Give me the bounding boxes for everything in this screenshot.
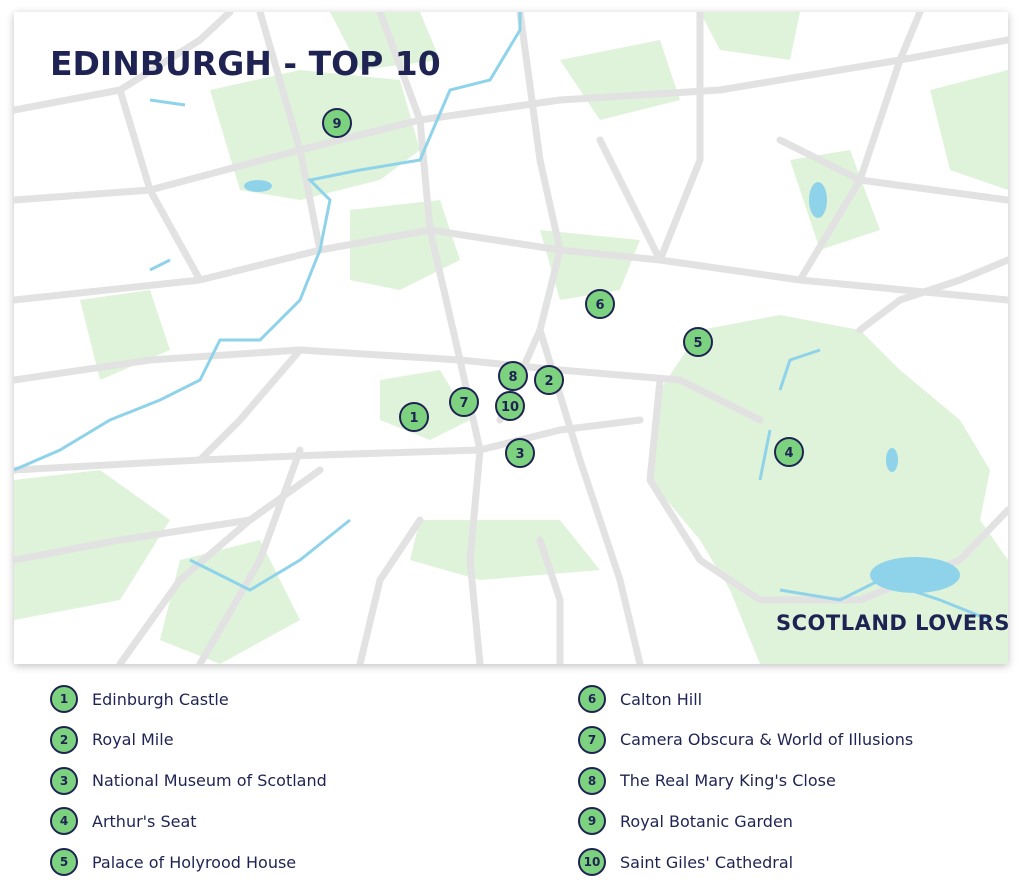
legend-item: 7 Camera Obscura & World of Illusions [578, 724, 913, 756]
map-marker-7[interactable]: 7 [449, 387, 479, 417]
legend-item: 5 Palace of Holyrood House [50, 846, 296, 878]
marker-number: 8 [508, 370, 517, 385]
legend-item: 4 Arthur's Seat [50, 805, 197, 837]
legend-label: Arthur's Seat [92, 811, 197, 831]
map-title: EDINBURGH - TOP 10 [50, 44, 441, 83]
legend-number-badge: 6 [578, 685, 606, 713]
city-map[interactable]: 1 2 3 4 5 6 7 8 9 10 [0, 0, 1024, 680]
legend-number-badge: 9 [578, 807, 606, 836]
marker-number: 5 [693, 336, 702, 351]
map-marker-4[interactable]: 4 [774, 437, 804, 467]
legend-item: 3 National Museum of Scotland [50, 765, 327, 797]
map-marker-5[interactable]: 5 [683, 327, 713, 357]
marker-number: 7 [459, 396, 468, 411]
legend-number-badge: 10 [578, 848, 606, 877]
legend-number-badge: 5 [50, 848, 78, 877]
legend-label: Camera Obscura & World of Illusions [620, 730, 914, 750]
legend-item: 9 Royal Botanic Garden [578, 805, 793, 837]
legend-label: Royal Botanic Garden [620, 811, 793, 831]
legend-number-badge: 7 [578, 725, 606, 754]
map-marker-10[interactable]: 10 [495, 391, 525, 421]
map-marker-9[interactable]: 9 [322, 108, 352, 138]
legend-label: The Real Mary King's Close [620, 771, 836, 791]
lakes [244, 180, 960, 593]
map-marker-1[interactable]: 1 [399, 402, 429, 432]
legend-label: Calton Hill [620, 689, 703, 709]
legend-item: 8 The Real Mary King's Close [578, 765, 836, 797]
legend-number-badge: 4 [50, 807, 78, 836]
marker-number: 3 [515, 447, 524, 462]
legend-label: Royal Mile [92, 730, 174, 750]
roads [14, 12, 1008, 664]
marker-number: 6 [595, 298, 604, 313]
marker-number: 2 [544, 374, 553, 389]
legend-number-badge: 2 [50, 725, 78, 754]
map-marker-3[interactable]: 3 [505, 438, 535, 468]
legend-number-badge: 8 [578, 766, 606, 795]
marker-number: 10 [501, 400, 519, 415]
map-marker-2[interactable]: 2 [534, 365, 564, 395]
legend-number-badge: 1 [50, 685, 78, 713]
legend-item: 1 Edinburgh Castle [50, 683, 229, 715]
scotland-lovers-logo: SCOTLAND LOVERS [776, 611, 1010, 635]
legend-label: Palace of Holyrood House [92, 852, 297, 872]
legend-label: Edinburgh Castle [92, 689, 229, 709]
legend-label: National Museum of Scotland [92, 771, 327, 791]
legend-item: 10 Saint Giles' Cathedral [578, 846, 793, 878]
marker-number: 9 [332, 117, 341, 132]
legend-label: Saint Giles' Cathedral [620, 852, 794, 872]
legend-item: 6 Calton Hill [578, 683, 702, 715]
legend-number-badge: 3 [50, 766, 78, 795]
marker-number: 1 [409, 411, 418, 426]
marker-number: 4 [784, 446, 793, 461]
map-marker-8[interactable]: 8 [498, 361, 528, 391]
map-marker-6[interactable]: 6 [585, 289, 615, 319]
legend-item: 2 Royal Mile [50, 724, 174, 756]
